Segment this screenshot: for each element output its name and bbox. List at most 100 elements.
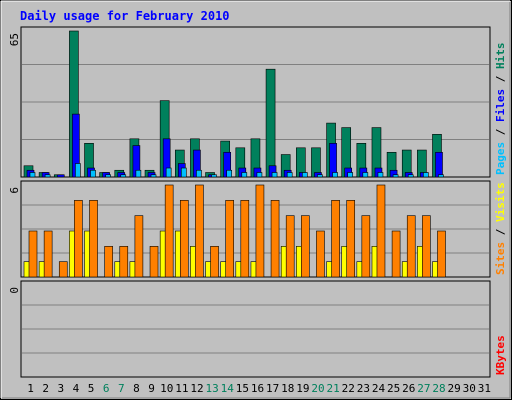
chart-panels: 65 Pages / Files / Hits 6 Sites / Visits 0 KB…	[8, 26, 507, 378]
bar-sites-day-23	[361, 215, 371, 278]
legend-entry-visits: Visits	[494, 182, 507, 222]
legend-entry-pages: Pages	[494, 142, 507, 175]
x-tick-label: 21	[327, 382, 340, 395]
bar-pages-day-11	[180, 167, 187, 178]
bar-pages-day-13	[211, 174, 217, 178]
x-tick-label: 14	[221, 382, 235, 395]
panel-visits-sites: 6 Sites / Visits	[8, 180, 507, 278]
x-tick-label: 12	[190, 382, 203, 395]
bar-sites-day-12	[195, 184, 204, 278]
bar-pages-day-23	[362, 172, 369, 178]
bar-pages-day-16	[256, 172, 263, 178]
x-tick-label: 18	[281, 382, 294, 395]
x-tick-label: 4	[73, 382, 80, 395]
bar-sites-day-3	[58, 261, 68, 278]
bar-sites-day-24	[376, 184, 386, 278]
bar-sites-day-11	[179, 200, 189, 278]
legend-separator: /	[494, 69, 507, 89]
bar-pages-day-26	[407, 174, 414, 178]
bar-sites-day-17	[270, 200, 280, 278]
legend-kbytes: KBytes	[494, 335, 507, 375]
x-tick-label: 2	[42, 382, 49, 395]
y-max-label: 6	[8, 187, 21, 194]
bar-pages-day-9	[150, 174, 157, 178]
bar-sites-day-28	[437, 230, 446, 278]
bar-sites-day-2	[43, 230, 53, 278]
legend-entry-kbytes: KBytes	[494, 335, 507, 375]
x-tick-label: 3	[58, 382, 65, 395]
bar-pages-day-10	[165, 167, 172, 178]
bar-pages-day-14	[226, 169, 232, 178]
bar-pages-day-1	[29, 172, 36, 178]
x-tick-label: 8	[133, 382, 140, 395]
x-tick-label: 30	[463, 382, 476, 395]
y-max-label: 0	[8, 287, 21, 294]
bar-pages-day-2	[44, 174, 51, 178]
bar-sites-day-6	[104, 246, 113, 278]
bar-hits-day-17	[265, 68, 276, 178]
y-max-label: 65	[8, 33, 21, 46]
x-tick-label: 19	[296, 382, 309, 395]
bar-sites-day-18	[285, 215, 295, 278]
legend-separator: /	[494, 222, 507, 242]
bar-sites-day-14	[225, 200, 234, 278]
bar-sites-day-13	[210, 246, 219, 278]
legend-hits-files-pages: Pages / Files / Hits	[494, 43, 507, 176]
bar-pages-day-24	[377, 172, 384, 178]
bar-pages-day-22	[347, 172, 354, 178]
bar-pages-day-18	[286, 172, 293, 178]
bar-pages-day-12	[196, 169, 202, 178]
chart-title: Daily usage for February 2010	[20, 9, 230, 23]
x-tick-label: 25	[387, 382, 400, 395]
x-tick-label: 27	[417, 382, 430, 395]
legend-separator: /	[494, 122, 507, 142]
bar-sites-day-21	[331, 200, 340, 278]
bar-sites-day-1	[28, 230, 38, 278]
legend-visits-sites: Sites / Visits	[494, 182, 507, 275]
legend-entry-sites: Sites	[494, 242, 507, 275]
bar-sites-day-9	[149, 246, 159, 278]
x-tick-label: 11	[175, 382, 188, 395]
bar-pages-day-28	[438, 174, 444, 178]
bar-pages-day-20	[317, 174, 323, 178]
bar-sites-day-27	[422, 215, 431, 278]
x-tick-label: 6	[103, 382, 110, 395]
bar-pages-day-27	[423, 172, 429, 178]
bar-pages-day-17	[271, 172, 278, 178]
bar-sites-day-20	[316, 230, 325, 278]
x-tick-label: 10	[160, 382, 173, 395]
legend-entry-hits: Hits	[494, 43, 507, 70]
bar-sites-day-10	[164, 184, 174, 278]
x-tick-label: 17	[266, 382, 279, 395]
bar-sites-day-8	[134, 215, 144, 278]
bar-pages-day-5	[90, 169, 96, 178]
bar-pages-day-7	[120, 174, 127, 178]
x-tick-label: 20	[311, 382, 324, 395]
panel-kbytes: 0 KBytes	[8, 280, 507, 378]
x-tick-label: 24	[372, 382, 386, 395]
bar-pages-day-21	[332, 172, 338, 178]
bar-pages-day-6	[105, 174, 111, 178]
bar-files-day-28	[435, 151, 443, 178]
bar-pages-day-25	[392, 174, 399, 178]
x-tick-label: 22	[342, 382, 355, 395]
x-tick-label: 31	[478, 382, 491, 395]
x-tick-label: 26	[402, 382, 415, 395]
x-axis-labels: 1 2 3 4 5 6 7 8 9 10 11 12 13 14 15 16 17 18 19 20 21 22 23 24 2…	[27, 382, 491, 395]
bar-sites-day-19	[301, 215, 310, 278]
panel-hits-files-pages: 65 Pages / Files / Hits	[8, 26, 507, 178]
legend-entry-files: Files	[494, 89, 507, 122]
x-tick-label: 16	[251, 382, 264, 395]
bar-pages-day-4	[75, 163, 81, 178]
bar-pages-day-19	[302, 172, 308, 178]
bar-sites-day-7	[119, 246, 129, 278]
x-tick-label: 9	[148, 382, 155, 395]
x-tick-label: 1	[27, 382, 34, 395]
bar-sites-day-5	[89, 200, 98, 278]
bar-pages-day-15	[241, 172, 248, 178]
bar-sites-day-26	[406, 215, 416, 278]
bar-sites-day-4	[74, 200, 83, 278]
x-tick-label: 15	[236, 382, 249, 395]
bar-sites-day-22	[346, 200, 356, 278]
